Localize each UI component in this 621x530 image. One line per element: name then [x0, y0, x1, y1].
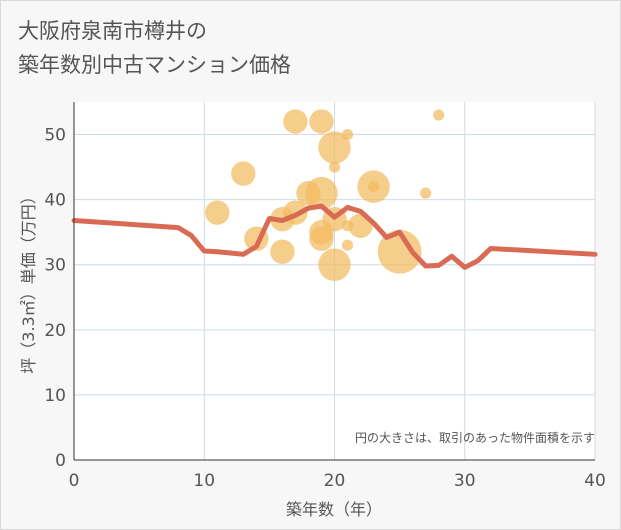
data-bubble [341, 128, 354, 141]
data-bubble [283, 109, 308, 134]
axes: 0 10 20 30 40 0 10 20 30 40 50 [44, 102, 606, 491]
x-tick-label: 40 [584, 471, 606, 491]
data-bubble [205, 200, 230, 225]
y-tick-label: 10 [44, 386, 66, 406]
data-bubble [377, 229, 422, 274]
chart-title-line-2: 築年数別中古マンション価格 [18, 53, 291, 77]
x-tick-label: 20 [324, 471, 346, 491]
x-tick-label: 0 [69, 471, 80, 491]
size-legend-note: 円の大きさは、取引のあった物件面積を示す [355, 430, 595, 445]
y-axis-label: 坪（3.3㎡）単価（万円） [19, 188, 38, 373]
y-tick-label: 50 [44, 126, 66, 146]
y-tick-label: 0 [55, 451, 66, 471]
y-tick-label: 30 [44, 256, 66, 276]
data-bubble [309, 109, 334, 134]
data-bubble [318, 248, 351, 281]
data-bubble [305, 176, 338, 210]
data-bubble [270, 239, 295, 264]
x-tick-label: 10 [193, 471, 215, 491]
y-tick-label: 40 [44, 191, 66, 211]
data-bubble [420, 187, 432, 199]
trend-line [71, 203, 598, 270]
bubble-layer [205, 109, 445, 281]
data-bubble [328, 161, 341, 173]
chart-title-line-1: 大阪府泉南市樽井の [18, 19, 207, 43]
data-bubble [231, 161, 256, 186]
data-bubble [309, 226, 334, 251]
data-bubble [341, 239, 354, 251]
data-bubble [433, 109, 445, 121]
x-axis-label: 築年数（年） [286, 500, 382, 519]
chart-title: 大阪府泉南市樽井の 築年数別中古マンション価格 [18, 14, 291, 82]
x-tick-label: 30 [454, 471, 476, 491]
y-tick-label: 20 [44, 321, 66, 341]
data-bubble [318, 131, 351, 164]
data-bubble [368, 181, 380, 193]
